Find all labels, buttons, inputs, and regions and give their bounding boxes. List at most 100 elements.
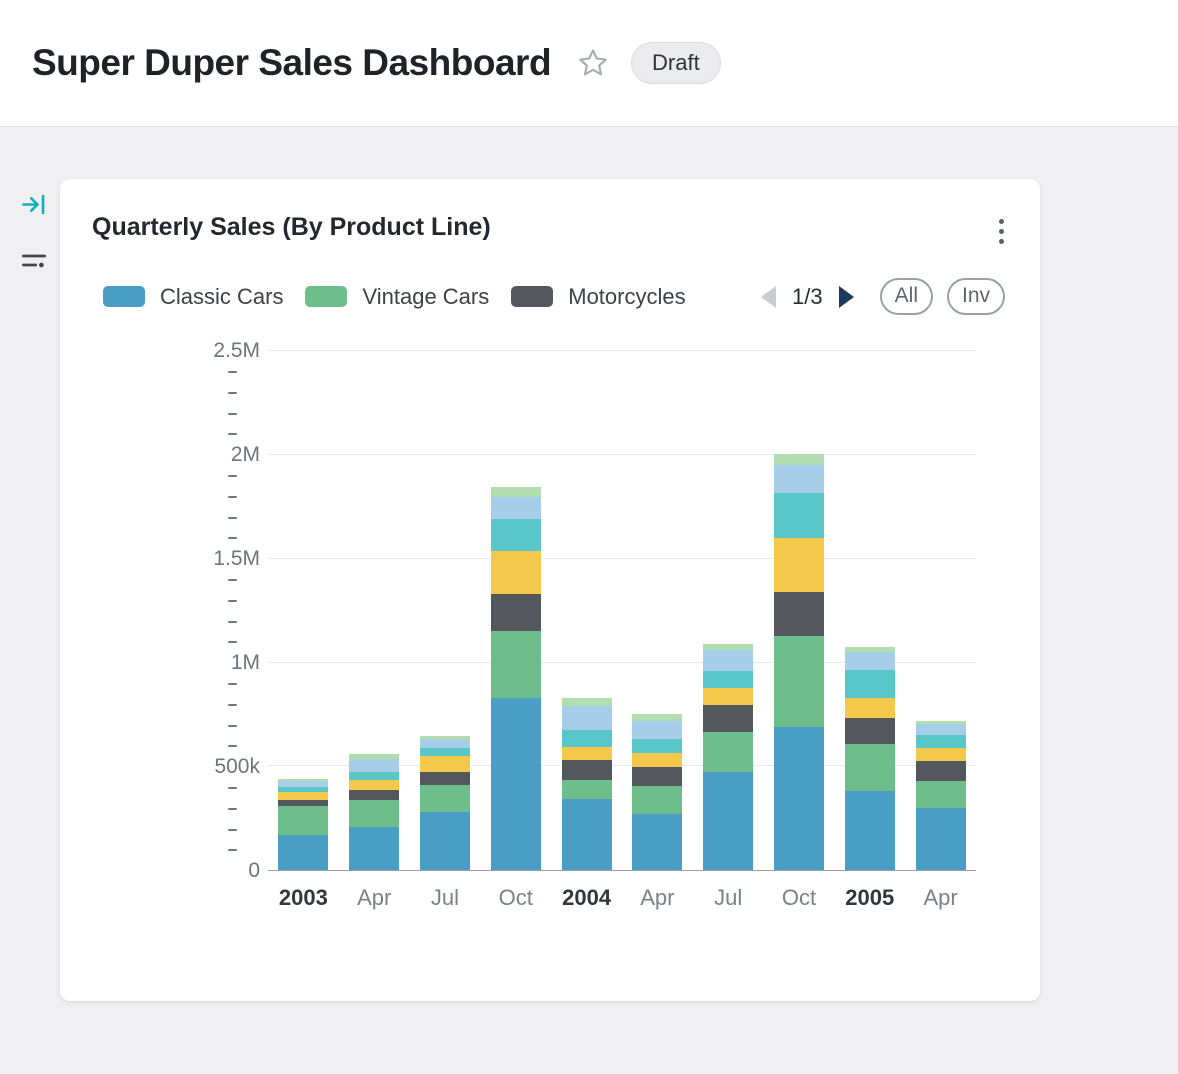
bar-segment[interactable] xyxy=(561,798,612,871)
bar-segment[interactable] xyxy=(773,538,824,593)
bar-segment[interactable] xyxy=(915,761,966,781)
bar-segment[interactable] xyxy=(278,780,329,788)
bar-segment[interactable] xyxy=(349,826,400,871)
bar-segment[interactable] xyxy=(278,787,329,793)
bar-segment[interactable] xyxy=(915,723,966,736)
bar-segment[interactable] xyxy=(419,747,470,757)
inv-button[interactable]: Inv xyxy=(946,278,1005,316)
bar-segment[interactable] xyxy=(773,726,824,871)
bar-segment[interactable] xyxy=(278,778,329,781)
bar-segment[interactable] xyxy=(844,697,895,718)
bar-segment[interactable] xyxy=(773,592,824,636)
bar-segment[interactable] xyxy=(561,760,612,780)
bar-segment[interactable] xyxy=(632,786,683,815)
bar-segment[interactable] xyxy=(844,647,895,653)
legend-item[interactable]: Vintage Cars xyxy=(305,284,489,310)
bar-segment[interactable] xyxy=(349,799,400,827)
bar-segment[interactable] xyxy=(703,771,754,871)
bar-segment[interactable] xyxy=(844,791,895,871)
bar-segment[interactable] xyxy=(632,713,683,721)
bar-segment[interactable] xyxy=(632,814,683,871)
bar-segment[interactable] xyxy=(561,706,612,731)
all-button[interactable]: All xyxy=(879,278,933,316)
bar-segment[interactable] xyxy=(703,705,754,733)
bar-segment[interactable] xyxy=(632,752,683,768)
legend-prev-icon[interactable] xyxy=(761,285,777,308)
bar-segment[interactable] xyxy=(703,643,754,651)
y-minor-tick xyxy=(228,703,237,706)
bar-segment[interactable] xyxy=(490,697,541,871)
gridline xyxy=(268,765,976,767)
bar-segment[interactable] xyxy=(844,717,895,744)
stacked-bar-8-2005[interactable] xyxy=(844,351,895,871)
filter-button[interactable] xyxy=(16,243,51,278)
bar-segment[interactable] xyxy=(561,730,612,747)
y-minor-tick xyxy=(228,641,237,644)
stacked-bar-5-apr[interactable] xyxy=(632,351,683,871)
bar-segment[interactable] xyxy=(278,834,329,871)
bar-segment[interactable] xyxy=(703,670,754,688)
legend-next-icon[interactable] xyxy=(838,285,854,308)
bar-segment[interactable] xyxy=(490,594,541,632)
y-minor-tick xyxy=(228,516,237,519)
stacked-bar-6-jul[interactable] xyxy=(703,351,754,871)
stacked-bar-1-apr[interactable] xyxy=(349,351,400,871)
bar-segment[interactable] xyxy=(349,790,400,800)
bar-segment[interactable] xyxy=(490,631,541,698)
bar-segment[interactable] xyxy=(349,771,400,780)
bar-segment[interactable] xyxy=(703,687,754,706)
stacked-bar-3-oct[interactable] xyxy=(490,351,541,871)
bar-segment[interactable] xyxy=(278,805,329,835)
bar-segment[interactable] xyxy=(773,454,824,466)
bar-segment[interactable] xyxy=(632,767,683,787)
bar-segment[interactable] xyxy=(561,746,612,761)
stacked-bar-0-2003[interactable] xyxy=(278,351,329,871)
bar-segment[interactable] xyxy=(773,635,824,727)
kebab-menu-icon[interactable] xyxy=(993,213,1010,250)
bar-segment[interactable] xyxy=(703,732,754,772)
bar-segment[interactable] xyxy=(419,756,470,772)
bar-segment[interactable] xyxy=(703,650,754,671)
y-minor-tick xyxy=(228,828,237,831)
bar-segment[interactable] xyxy=(419,785,470,813)
legend-pager: 1/3 xyxy=(761,284,854,310)
bar-segment[interactable] xyxy=(349,753,400,760)
bar-segment[interactable] xyxy=(419,739,470,748)
favorite-star-button[interactable] xyxy=(577,47,609,79)
bar-segment[interactable] xyxy=(490,550,541,595)
y-minor-tick xyxy=(228,433,237,436)
y-tick-label: 1M xyxy=(230,651,260,675)
stacked-bar-9-apr[interactable] xyxy=(915,351,966,871)
bar-segment[interactable] xyxy=(561,779,612,799)
bar-segment[interactable] xyxy=(844,669,895,698)
bar-segment[interactable] xyxy=(349,759,400,772)
stacked-bar-2-jul[interactable] xyxy=(419,351,470,871)
bar-segment[interactable] xyxy=(349,779,400,791)
bar-segment[interactable] xyxy=(915,735,966,748)
bar-segment[interactable] xyxy=(915,720,966,724)
bar-segment[interactable] xyxy=(278,792,329,800)
legend-item[interactable]: Classic Cars xyxy=(103,284,283,310)
stacked-bar-7-oct[interactable] xyxy=(773,351,824,871)
x-tick-label: Apr xyxy=(923,885,958,911)
bar-segment[interactable] xyxy=(419,771,470,786)
collapse-panel-button[interactable] xyxy=(16,187,51,222)
bar-segment[interactable] xyxy=(915,747,966,762)
bar-segment[interactable] xyxy=(561,697,612,707)
bar-segment[interactable] xyxy=(278,799,329,806)
stacked-bar-4-2004[interactable] xyxy=(561,351,612,871)
bar-segment[interactable] xyxy=(490,519,541,551)
bar-segment[interactable] xyxy=(773,465,824,494)
bar-segment[interactable] xyxy=(773,493,824,539)
bar-segment[interactable] xyxy=(844,743,895,792)
bar-segment[interactable] xyxy=(844,652,895,670)
legend-item[interactable]: Motorcycles xyxy=(511,284,686,310)
bar-segment[interactable] xyxy=(632,720,683,740)
bar-segment[interactable] xyxy=(915,780,966,808)
bar-segment[interactable] xyxy=(632,739,683,753)
bar-segment[interactable] xyxy=(419,812,470,871)
bar-segment[interactable] xyxy=(490,486,541,497)
bar-segment[interactable] xyxy=(419,736,470,740)
bar-segment[interactable] xyxy=(490,496,541,520)
bar-segment[interactable] xyxy=(915,807,966,871)
